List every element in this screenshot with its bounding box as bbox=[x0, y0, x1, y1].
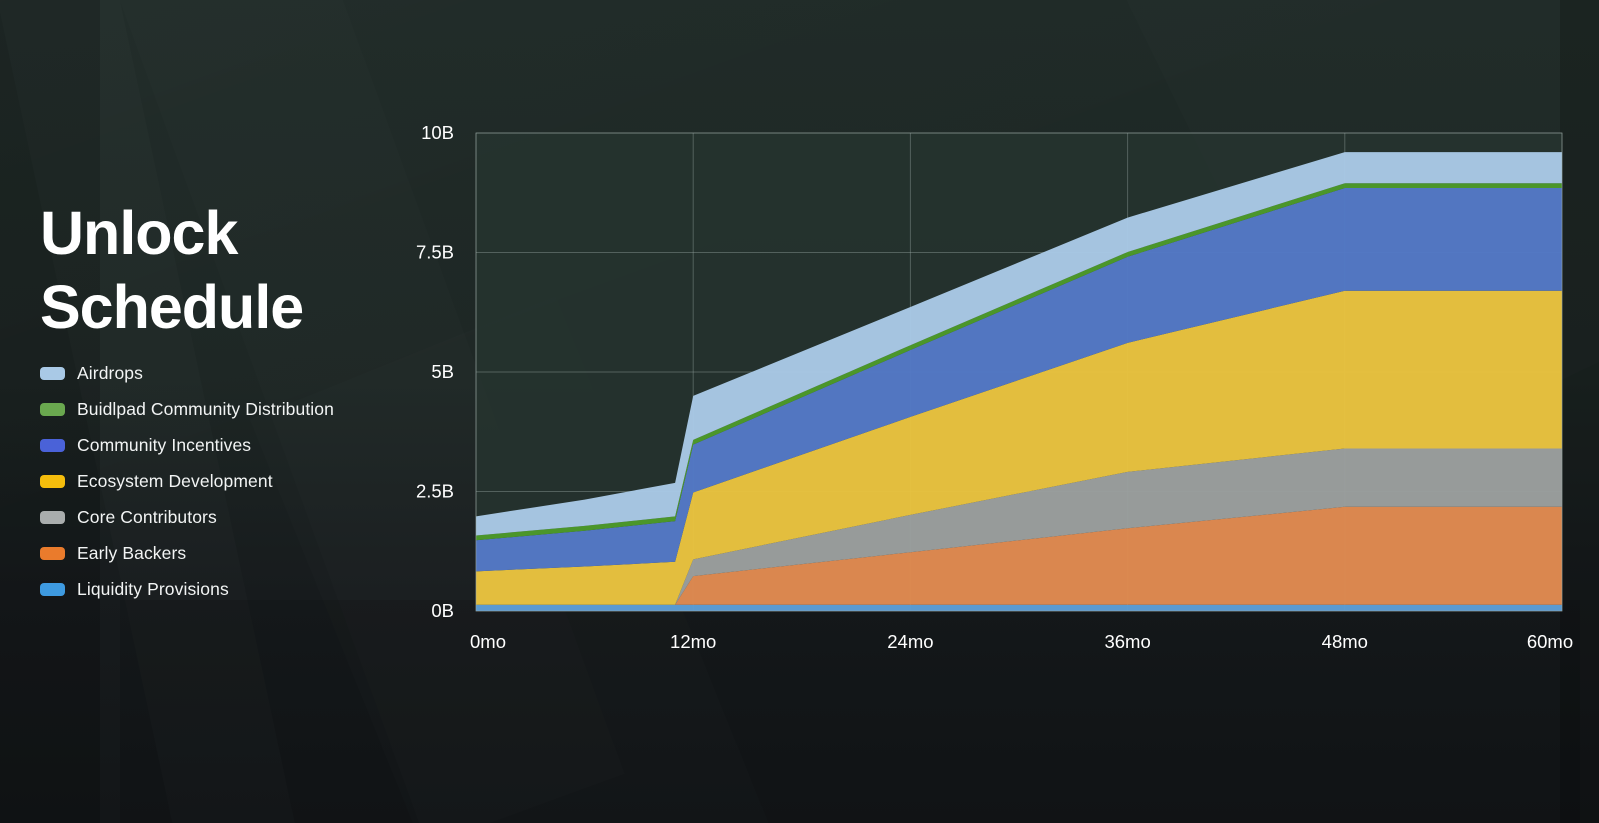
area-core-contributors bbox=[476, 448, 1562, 605]
area-liquidity-provisions bbox=[476, 604, 1562, 611]
legend-label: Liquidity Provisions bbox=[77, 578, 229, 599]
legend-label: Early Backers bbox=[77, 542, 187, 563]
page-title: Unlock Schedule bbox=[40, 196, 400, 344]
legend-swatch-community_incentives bbox=[40, 438, 65, 452]
legend-swatch-ecosystem_development bbox=[40, 474, 65, 488]
legend-label: Buidlpad Community Distribution bbox=[77, 398, 334, 419]
unlock-schedule-chart: 0B 2.5B 5B 7.5B 10B 0mo 12mo 24mo 36mo 48mo 60mo bbox=[400, 118, 1580, 678]
area-community-incentives bbox=[476, 187, 1562, 572]
legend-swatch-liquidity_provisions bbox=[40, 582, 65, 596]
area-early-backers bbox=[476, 506, 1562, 605]
legend-item[interactable]: Airdrops bbox=[40, 355, 440, 391]
legend-item[interactable]: Early Backers bbox=[40, 535, 440, 571]
y-axis-tick-label: 0B bbox=[431, 600, 454, 621]
page-title-line-1: Unlock bbox=[40, 199, 238, 267]
y-axis-tick-label: 7.5B bbox=[416, 242, 454, 263]
legend-swatch-airdrops bbox=[40, 366, 65, 380]
page-title-line-2: Schedule bbox=[40, 273, 304, 341]
legend-swatch-core_contributors bbox=[40, 510, 65, 524]
chart-legend: Airdrops Buidlpad Community Distribution C… bbox=[40, 355, 440, 607]
legend-label: Airdrops bbox=[77, 362, 143, 383]
x-axis-tick-label: 48mo bbox=[1322, 631, 1368, 652]
x-axis-tick-label: 12mo bbox=[670, 631, 716, 652]
legend-label: Ecosystem Development bbox=[77, 470, 273, 491]
legend-item[interactable]: Community Incentives bbox=[40, 427, 440, 463]
legend-swatch-early_backers bbox=[40, 546, 65, 560]
area-series-group bbox=[476, 152, 1562, 611]
legend-label: Core Contributors bbox=[77, 506, 217, 527]
x-axis-tick-label: 24mo bbox=[887, 631, 933, 652]
y-axis-tick-label: 10B bbox=[421, 122, 454, 143]
legend-label: Community Incentives bbox=[77, 434, 252, 455]
y-axis-tick-label: 2.5B bbox=[416, 481, 454, 502]
legend-item[interactable]: Liquidity Provisions bbox=[40, 571, 440, 607]
plot-border bbox=[475, 132, 1563, 612]
legend-item[interactable]: Core Contributors bbox=[40, 499, 440, 535]
legend-item[interactable]: Ecosystem Development bbox=[40, 463, 440, 499]
x-axis-tick-label: 60mo bbox=[1527, 631, 1573, 652]
x-axis-tick-label: 36mo bbox=[1104, 631, 1150, 652]
stacked-area-chart: 0B 2.5B 5B 7.5B 10B 0mo 12mo 24mo 36mo 48mo 60mo bbox=[416, 122, 1573, 652]
y-axis-tick-label: 5B bbox=[431, 361, 454, 382]
legend-swatch-buidlpad bbox=[40, 402, 65, 416]
legend-item[interactable]: Buidlpad Community Distribution bbox=[40, 391, 440, 427]
x-axis-tick-label: 0mo bbox=[470, 631, 506, 652]
area-ecosystem-development bbox=[476, 290, 1562, 605]
